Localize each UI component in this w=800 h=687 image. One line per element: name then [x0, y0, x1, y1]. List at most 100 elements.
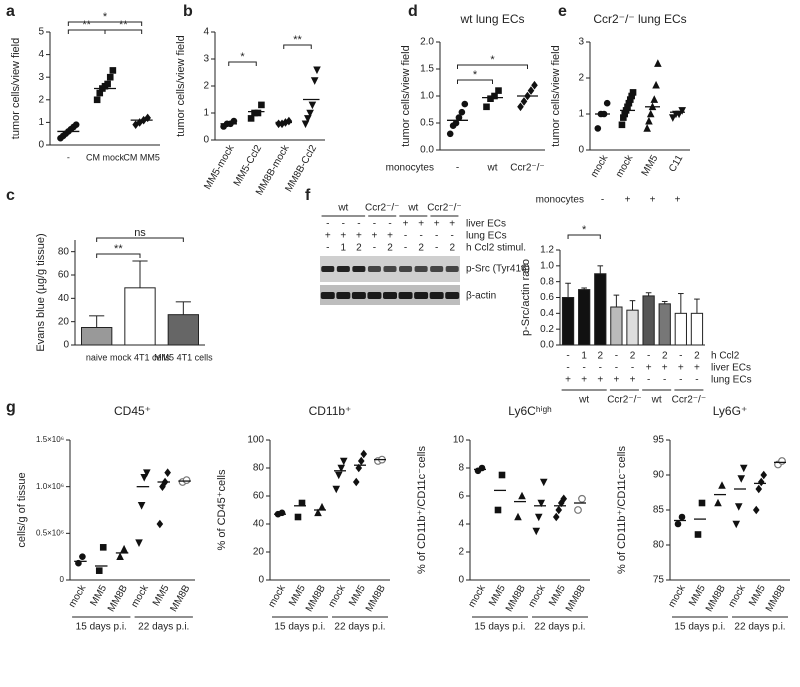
- data-point: [455, 114, 463, 121]
- y-axis-label: tumor cells/view field: [10, 38, 22, 139]
- x-tick-label: CM MM5: [123, 152, 160, 162]
- blot-row-value: -: [373, 243, 376, 254]
- bar: [610, 306, 623, 346]
- data-point: [285, 116, 293, 126]
- data-point: [732, 520, 741, 529]
- y-tick-label: 75: [653, 575, 665, 586]
- data-point: [95, 567, 103, 574]
- data-point: [527, 86, 535, 95]
- row-label: liver ECs: [711, 363, 751, 374]
- data-point: [332, 485, 341, 494]
- data-point: [757, 477, 765, 487]
- blot-group-label: wt: [337, 203, 348, 214]
- y-tick-label: 0.5×10⁶: [36, 528, 64, 537]
- panel-letter: e: [558, 3, 567, 20]
- x-tick-label: MM8B: [504, 583, 528, 614]
- y-tick-label: 0: [203, 135, 209, 146]
- data-point: [458, 108, 466, 116]
- row-value: +: [565, 375, 571, 386]
- bar: [578, 289, 591, 346]
- group-label: 22 days p.i.: [534, 622, 585, 633]
- bar: [626, 309, 639, 346]
- data-point: [251, 109, 258, 117]
- data-point: [357, 456, 365, 466]
- data-point: [646, 109, 655, 118]
- blot-row-value: +: [372, 231, 378, 242]
- row-value: -: [615, 351, 618, 362]
- row-value: -: [456, 163, 459, 174]
- y-tick-label: 1.5: [420, 64, 434, 75]
- row-value: +: [675, 195, 681, 206]
- y-tick-label: 0.4: [540, 308, 554, 319]
- data-point: [308, 101, 317, 110]
- bar: [674, 312, 687, 346]
- data-point: [96, 89, 104, 97]
- blot-row-value: -: [451, 231, 454, 242]
- blot-row-value: -: [342, 219, 345, 230]
- data-point: [737, 475, 746, 483]
- bar: [658, 303, 671, 346]
- y-tick-label: 10: [453, 435, 465, 446]
- data-point: [135, 539, 143, 547]
- data-point: [491, 92, 498, 100]
- data-point: [301, 120, 310, 129]
- chart-title: CD11b⁺: [309, 404, 352, 418]
- data-point: [337, 464, 346, 473]
- row-value: -: [631, 363, 634, 374]
- y-tick-label: 0: [63, 340, 69, 351]
- chart-title: Ly6Cʰⁱᵍʰ: [508, 404, 552, 418]
- y-tick-label: 80: [653, 540, 665, 551]
- y-tick-label: 4: [458, 519, 464, 530]
- blot-row-value: -: [404, 243, 407, 254]
- blot-band: [336, 292, 351, 299]
- blot-row-value: 2: [356, 243, 362, 254]
- data-point: [478, 464, 486, 472]
- bar: [167, 314, 200, 346]
- blot-row-label: liver ECs: [466, 219, 506, 230]
- row-value: -: [615, 363, 618, 374]
- data-point: [678, 107, 686, 115]
- data-point: [93, 96, 101, 104]
- data-point: [278, 509, 286, 517]
- x-tick-label: mock: [67, 582, 89, 609]
- y-tick-label: 40: [58, 293, 70, 304]
- blot-row-value: +: [387, 231, 393, 242]
- data-point: [446, 130, 454, 138]
- data-point: [760, 470, 768, 480]
- row-value: wt: [487, 163, 498, 174]
- bar: [642, 295, 655, 346]
- x-tick-label: mock: [666, 582, 688, 609]
- row-value: +: [650, 195, 656, 206]
- data-point: [624, 103, 631, 111]
- y-tick-label: 0: [60, 575, 65, 584]
- blot-group-label: wt: [407, 203, 418, 214]
- data-point: [230, 117, 238, 125]
- panel-letter: d: [408, 3, 418, 20]
- data-point: [629, 89, 637, 96]
- blot-band: [429, 292, 444, 299]
- row-value: -: [566, 363, 569, 374]
- blot-band: [367, 292, 382, 299]
- y-tick-label: 2: [578, 73, 584, 84]
- row-value: +: [613, 375, 619, 386]
- y-axis-label: cells/g of tissue: [16, 472, 28, 547]
- y-tick-label: 0: [578, 145, 584, 156]
- y-tick-label: 90: [653, 470, 665, 481]
- data-point: [334, 471, 343, 480]
- y-axis-label: % of CD11b⁺/CD11c⁻cells: [416, 446, 428, 574]
- y-tick-label: 1: [38, 117, 44, 128]
- blot-band: [399, 266, 413, 272]
- significance-bracket: [96, 253, 141, 258]
- row-value: Ccr2⁻/⁻: [510, 163, 544, 174]
- y-tick-label: 95: [653, 435, 665, 446]
- x-tick-label: MM5: [747, 583, 768, 608]
- significance-bracket: [283, 44, 312, 49]
- significance-bracket: [96, 237, 184, 242]
- data-point: [560, 494, 568, 504]
- data-point: [298, 499, 306, 507]
- y-tick-label: 3: [38, 72, 44, 83]
- data-point: [156, 519, 164, 529]
- x-tick-label: MM8B: [564, 583, 588, 614]
- x-tick-label: MM5: [88, 583, 109, 608]
